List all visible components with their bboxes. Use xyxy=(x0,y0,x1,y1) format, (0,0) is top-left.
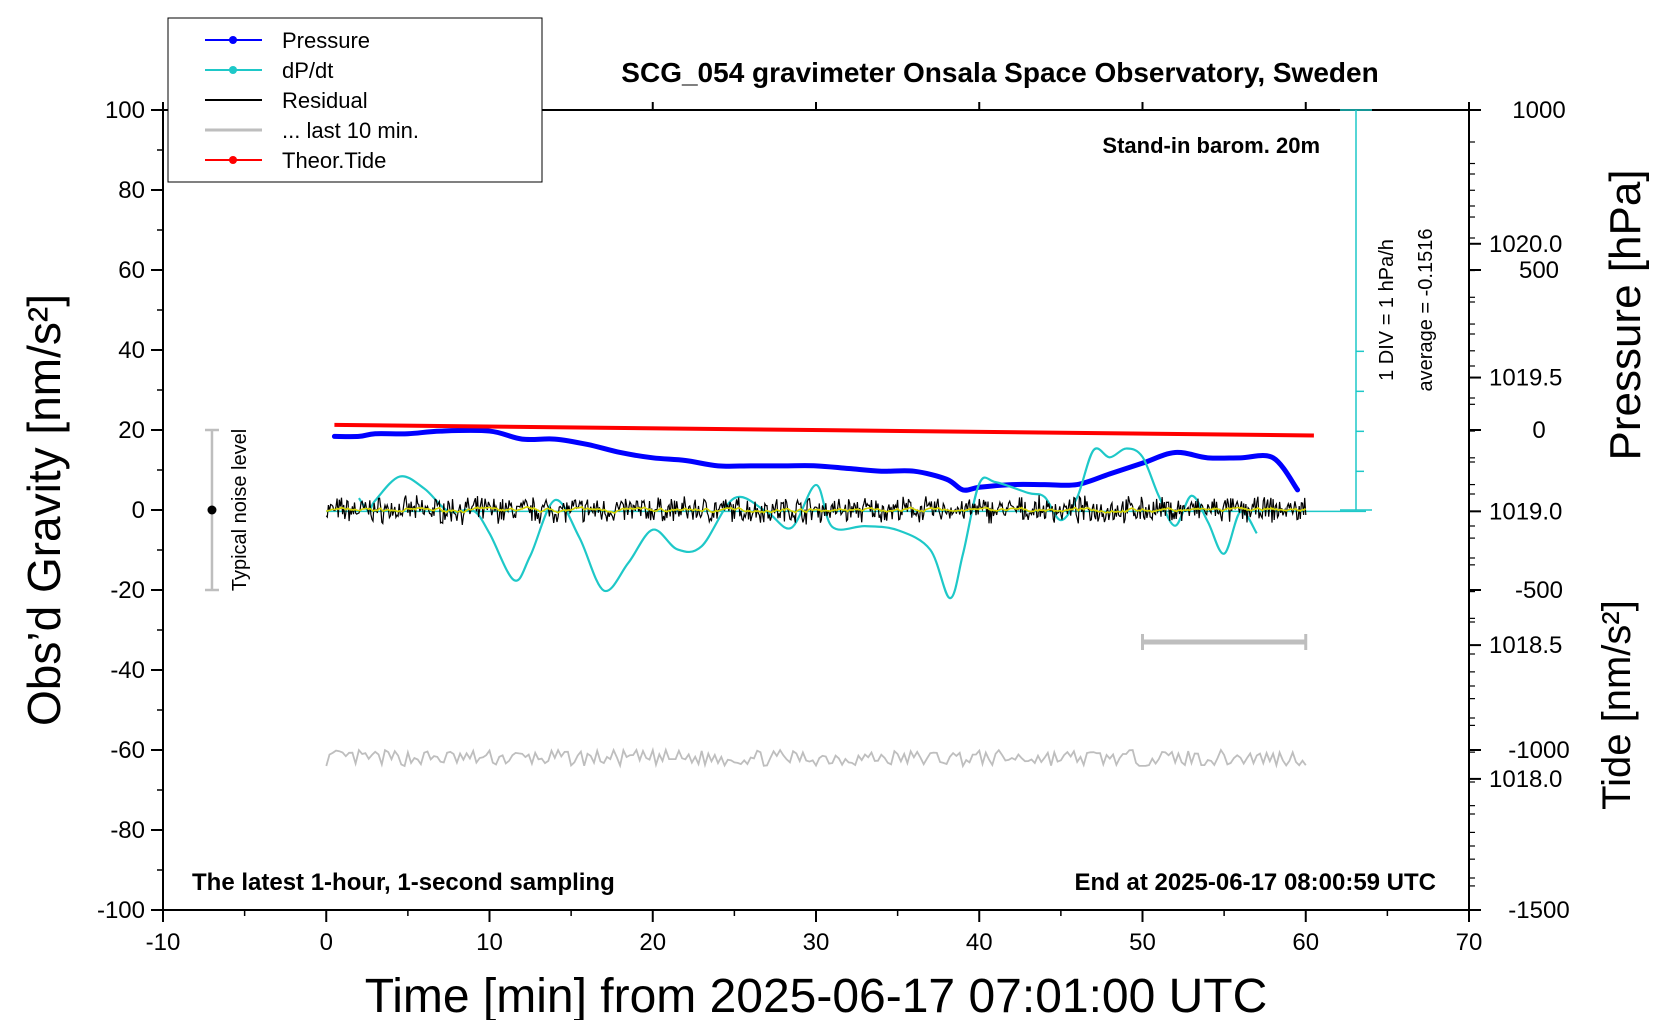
y-axis-title-left: Obs’d Gravity [nm/s²] xyxy=(18,294,70,726)
dpdt-scale-label: 1 DIV = 1 hPa/h xyxy=(1376,239,1398,381)
noise-level-label: Typical noise level xyxy=(229,429,251,591)
pressure-tick-label: 1018.0 xyxy=(1489,766,1562,793)
y-tick-label: 80 xyxy=(118,177,145,204)
x-tick-label: 30 xyxy=(803,929,830,956)
x-tick-label: 50 xyxy=(1129,929,1156,956)
tide-tick-label: -1000 xyxy=(1508,737,1569,764)
legend-label: dP/dt xyxy=(282,58,333,83)
x-tick-label: 0 xyxy=(320,929,333,956)
y-tick-label: 20 xyxy=(118,417,145,444)
ticks-layer: -10 0 10 20 30 40 50 60 70100806040200-20-40-60-… xyxy=(97,97,1570,956)
series-pressure-line xyxy=(331,427,1301,493)
legend-marker xyxy=(229,156,237,164)
series-residual-smoothed-line xyxy=(325,505,1307,514)
y-tick-label: -40 xyxy=(110,657,145,684)
legend-label: ... last 10 min. xyxy=(282,118,419,143)
legend-marker xyxy=(229,66,237,74)
noise-bar-center-dot xyxy=(207,505,217,515)
legend: Pressure dP/dt Residual ... last 10 min. The… xyxy=(167,17,543,183)
legend-label: Residual xyxy=(282,88,368,113)
y-tick-label: -100 xyxy=(97,897,145,924)
series-residual-line xyxy=(325,495,1307,526)
pressure-tick-label: 1020.0 xyxy=(1489,231,1562,258)
x-tick-label: 70 xyxy=(1456,929,1483,956)
x-tick-label: 60 xyxy=(1292,929,1319,956)
tide-tick-label: 1000 xyxy=(1512,97,1565,124)
dpdt-average-label: average = -0.1516 xyxy=(1415,229,1437,392)
y-tick-label: 40 xyxy=(118,337,145,364)
series-dpdt-line xyxy=(357,447,1258,600)
series-theor-tide-line xyxy=(334,422,1314,438)
y-axis-title-pressure: Pressure [hPa] xyxy=(1601,169,1650,460)
y-tick-label: 100 xyxy=(105,97,145,124)
legend-label: Pressure xyxy=(282,28,370,53)
x-tick-label: -10 xyxy=(146,929,181,956)
legend-label: Theor.Tide xyxy=(282,148,386,173)
legend-marker xyxy=(229,36,237,44)
pressure-tick-label: 1019.0 xyxy=(1489,498,1562,525)
y-tick-label: 60 xyxy=(118,257,145,284)
barometer-note: Stand-in barom. 20m xyxy=(1102,133,1320,158)
x-tick-label: 40 xyxy=(966,929,993,956)
y-axis-title-tide: Tide [nm/s²] xyxy=(1595,600,1639,810)
series-last-10-min-line xyxy=(325,746,1307,769)
y-tick-label: 0 xyxy=(132,497,145,524)
y-tick-label: -60 xyxy=(110,737,145,764)
pressure-tick-label: 1019.5 xyxy=(1489,365,1562,392)
tide-tick-label: -500 xyxy=(1515,577,1563,604)
x-tick-label: 20 xyxy=(639,929,666,956)
tide-tick-label: 0 xyxy=(1532,417,1545,444)
tide-tick-label: -1500 xyxy=(1508,897,1569,924)
y-tick-label: -20 xyxy=(110,577,145,604)
tide-tick-label: 500 xyxy=(1519,257,1559,284)
pressure-tick-label: 1018.5 xyxy=(1489,632,1562,659)
x-tick-label: 10 xyxy=(476,929,503,956)
sampling-note: The latest 1-hour, 1-second sampling xyxy=(192,869,615,896)
data-layer xyxy=(204,109,1372,769)
chart-title: SCG_054 gravimeter Onsala Space Observat… xyxy=(621,57,1378,88)
y-tick-label: -80 xyxy=(110,817,145,844)
end-time-note: End at 2025-06-17 08:00:59 UTC xyxy=(1075,869,1437,896)
x-axis-title: Time [min] from 2025-06-17 07:01:00 UTC xyxy=(365,970,1268,1020)
